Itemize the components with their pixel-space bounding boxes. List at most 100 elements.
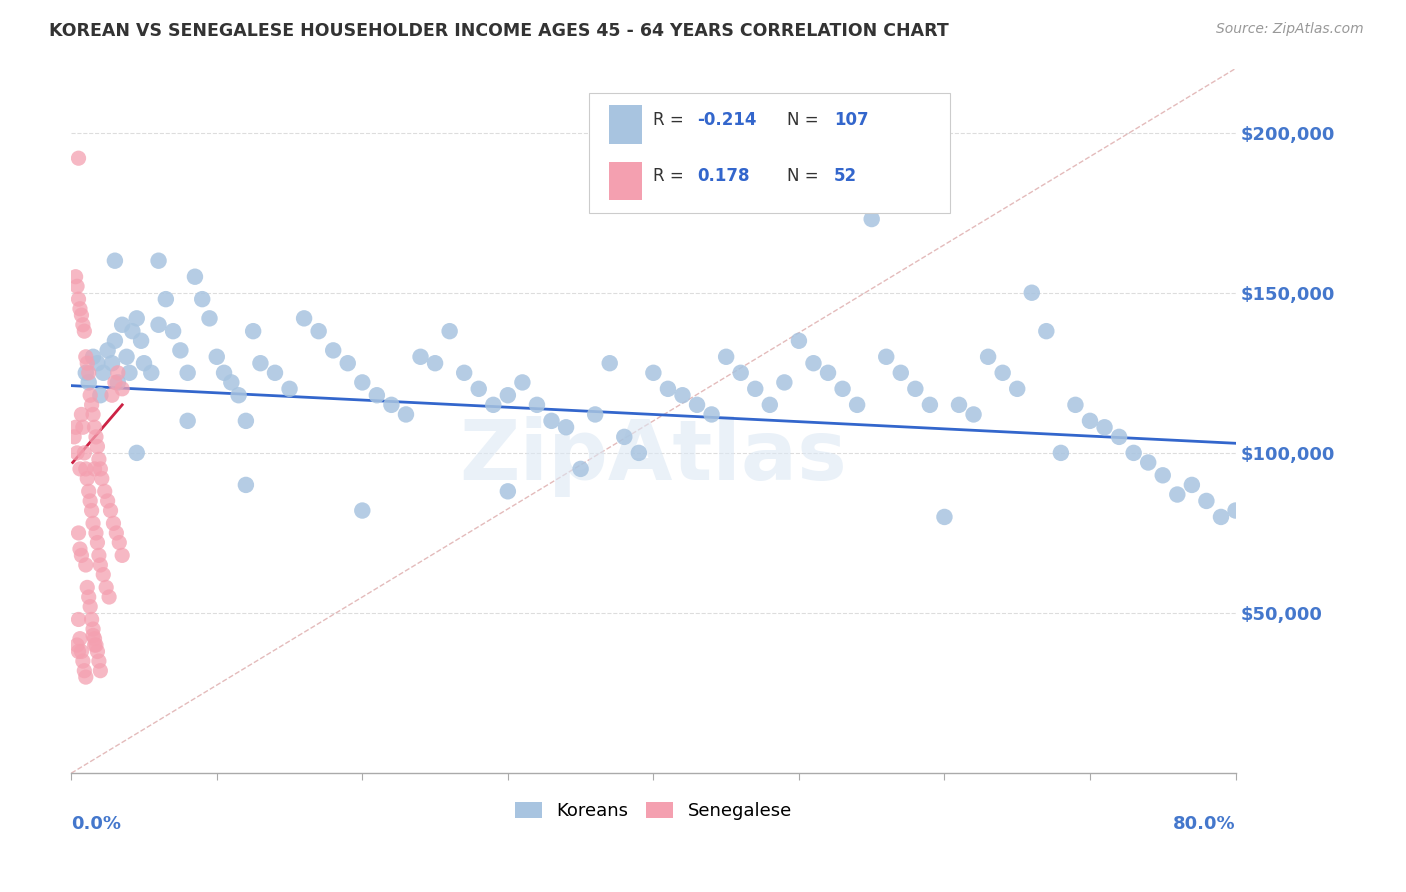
Point	[184, 269, 207, 284]
Point	[228, 388, 250, 402]
Point	[977, 350, 1000, 364]
Point	[87, 452, 110, 467]
Point	[1209, 510, 1232, 524]
Point	[67, 644, 90, 658]
Bar	[609, 105, 641, 145]
Point	[70, 644, 93, 658]
Point	[67, 292, 90, 306]
Point	[82, 350, 104, 364]
Point	[512, 376, 534, 390]
Point	[308, 324, 330, 338]
Point	[803, 356, 825, 370]
Point	[918, 398, 941, 412]
Point	[336, 356, 359, 370]
Point	[98, 590, 121, 604]
Text: 107: 107	[834, 112, 869, 129]
Point	[96, 581, 118, 595]
Point	[86, 644, 108, 658]
Text: -0.214: -0.214	[697, 112, 756, 129]
Point	[76, 471, 98, 485]
Point	[73, 664, 96, 678]
Point	[83, 638, 105, 652]
Point	[439, 324, 461, 338]
Point	[1122, 446, 1144, 460]
Point	[1166, 487, 1188, 501]
Point	[686, 398, 709, 412]
Point	[77, 376, 100, 390]
Point	[86, 535, 108, 549]
Point	[84, 638, 107, 652]
Point	[108, 535, 131, 549]
Point	[657, 382, 679, 396]
Text: 80.0%: 80.0%	[1173, 815, 1236, 833]
Point	[107, 366, 129, 380]
Point	[107, 376, 129, 390]
Point	[467, 382, 489, 396]
Point	[569, 462, 592, 476]
Point	[125, 446, 148, 460]
Point	[759, 398, 782, 412]
Bar	[609, 161, 641, 201]
Text: ZipAtlas: ZipAtlas	[460, 416, 848, 497]
Point	[77, 590, 100, 604]
Point	[86, 440, 108, 454]
Point	[1035, 324, 1057, 338]
Point	[90, 471, 112, 485]
Point	[242, 324, 264, 338]
Point	[75, 462, 97, 476]
Point	[169, 343, 191, 358]
Text: N =: N =	[787, 112, 824, 129]
Point	[627, 446, 650, 460]
FancyBboxPatch shape	[589, 93, 950, 213]
Point	[76, 581, 98, 595]
Point	[89, 664, 111, 678]
Point	[82, 516, 104, 531]
Point	[249, 356, 271, 370]
Point	[104, 253, 127, 268]
Text: 0.0%: 0.0%	[72, 815, 121, 833]
Point	[948, 398, 970, 412]
Point	[111, 549, 134, 563]
Point	[82, 622, 104, 636]
Point	[395, 408, 418, 422]
Point	[80, 612, 103, 626]
Point	[496, 388, 519, 402]
Point	[1225, 503, 1247, 517]
Point	[380, 398, 402, 412]
Point	[84, 430, 107, 444]
Point	[198, 311, 221, 326]
Point	[103, 516, 125, 531]
Point	[69, 301, 91, 316]
Point	[1195, 494, 1218, 508]
Point	[583, 408, 606, 422]
Point	[132, 356, 155, 370]
Point	[482, 398, 505, 412]
Point	[831, 382, 853, 396]
Point	[125, 311, 148, 326]
Point	[67, 612, 90, 626]
Point	[93, 484, 115, 499]
Point	[70, 308, 93, 322]
Point	[67, 151, 90, 165]
Point	[75, 350, 97, 364]
Point	[890, 366, 912, 380]
Point	[72, 318, 94, 332]
Point	[278, 382, 301, 396]
Point	[453, 366, 475, 380]
Point	[83, 420, 105, 434]
Point	[75, 558, 97, 572]
Text: Source: ZipAtlas.com: Source: ZipAtlas.com	[1216, 22, 1364, 37]
Point	[105, 525, 128, 540]
Legend: Koreans, Senegalese: Koreans, Senegalese	[508, 795, 799, 828]
Point	[191, 292, 214, 306]
Point	[205, 350, 228, 364]
Point	[73, 324, 96, 338]
Point	[526, 398, 548, 412]
Text: N =: N =	[787, 168, 824, 186]
Point	[80, 398, 103, 412]
Point	[714, 350, 737, 364]
Point	[70, 408, 93, 422]
Point	[70, 549, 93, 563]
Point	[79, 494, 101, 508]
Point	[82, 408, 104, 422]
